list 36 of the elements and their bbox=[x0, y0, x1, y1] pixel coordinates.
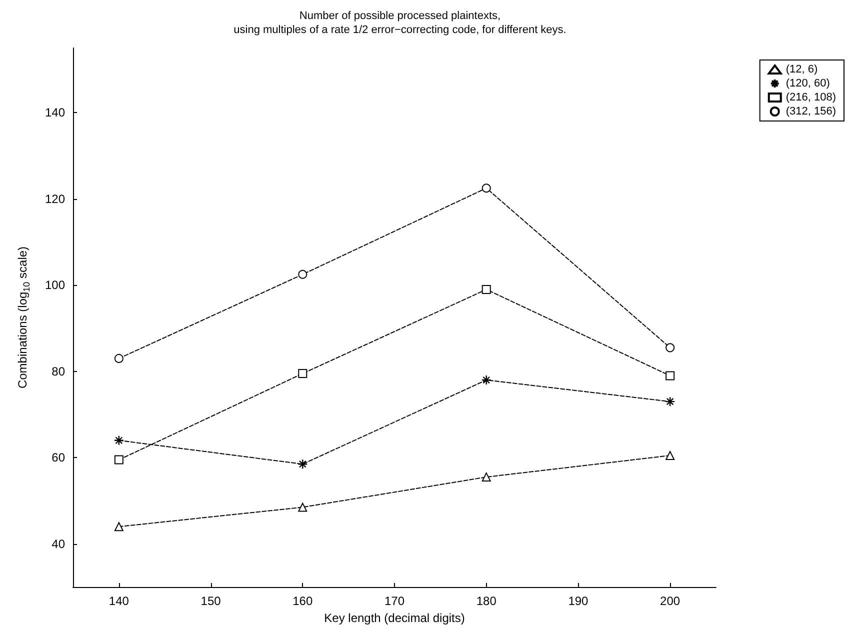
x-tick-label: 140 bbox=[108, 594, 130, 608]
point bbox=[482, 472, 491, 482]
point bbox=[298, 270, 308, 279]
x-tick-label: 180 bbox=[476, 594, 497, 608]
x-axis-title: Key length (decimal digits) bbox=[324, 610, 465, 625]
y-tick-label: 120 bbox=[44, 192, 66, 206]
legend-label: (12, 6) bbox=[786, 64, 818, 76]
x-tick-label: 160 bbox=[292, 594, 313, 608]
point bbox=[481, 374, 492, 386]
legend-label: (312, 156) bbox=[786, 106, 836, 118]
point bbox=[666, 371, 675, 380]
point bbox=[298, 459, 308, 470]
point bbox=[298, 369, 308, 378]
point bbox=[664, 396, 676, 407]
point bbox=[114, 435, 124, 446]
x-tick-label: 150 bbox=[200, 594, 222, 608]
y-tick-label: 80 bbox=[52, 364, 66, 378]
point bbox=[482, 184, 491, 193]
x-tick-label: 200 bbox=[660, 594, 680, 608]
chart-title: Number of possible processed plaintexts, using multiples of a rate 1/2 error−correcting code, for different keys. bbox=[234, 10, 566, 36]
point bbox=[114, 354, 124, 363]
point bbox=[114, 455, 124, 464]
y-tick-label: 140 bbox=[44, 106, 66, 120]
legend-label: (216, 108) bbox=[786, 92, 836, 104]
y-tick-label: 100 bbox=[44, 278, 66, 292]
point bbox=[482, 284, 491, 294]
legend-label: (120, 60) bbox=[786, 78, 830, 90]
y-tick-label: 60 bbox=[52, 450, 66, 465]
point bbox=[666, 450, 675, 460]
y-axis-title: Combinations (log10 scale) bbox=[16, 246, 32, 389]
point bbox=[114, 522, 124, 532]
x-tick-label: 190 bbox=[568, 594, 589, 608]
point bbox=[298, 502, 308, 512]
y-tick-label: 40 bbox=[52, 536, 66, 551]
x-tick-label: 170 bbox=[384, 594, 405, 608]
point bbox=[666, 343, 675, 352]
